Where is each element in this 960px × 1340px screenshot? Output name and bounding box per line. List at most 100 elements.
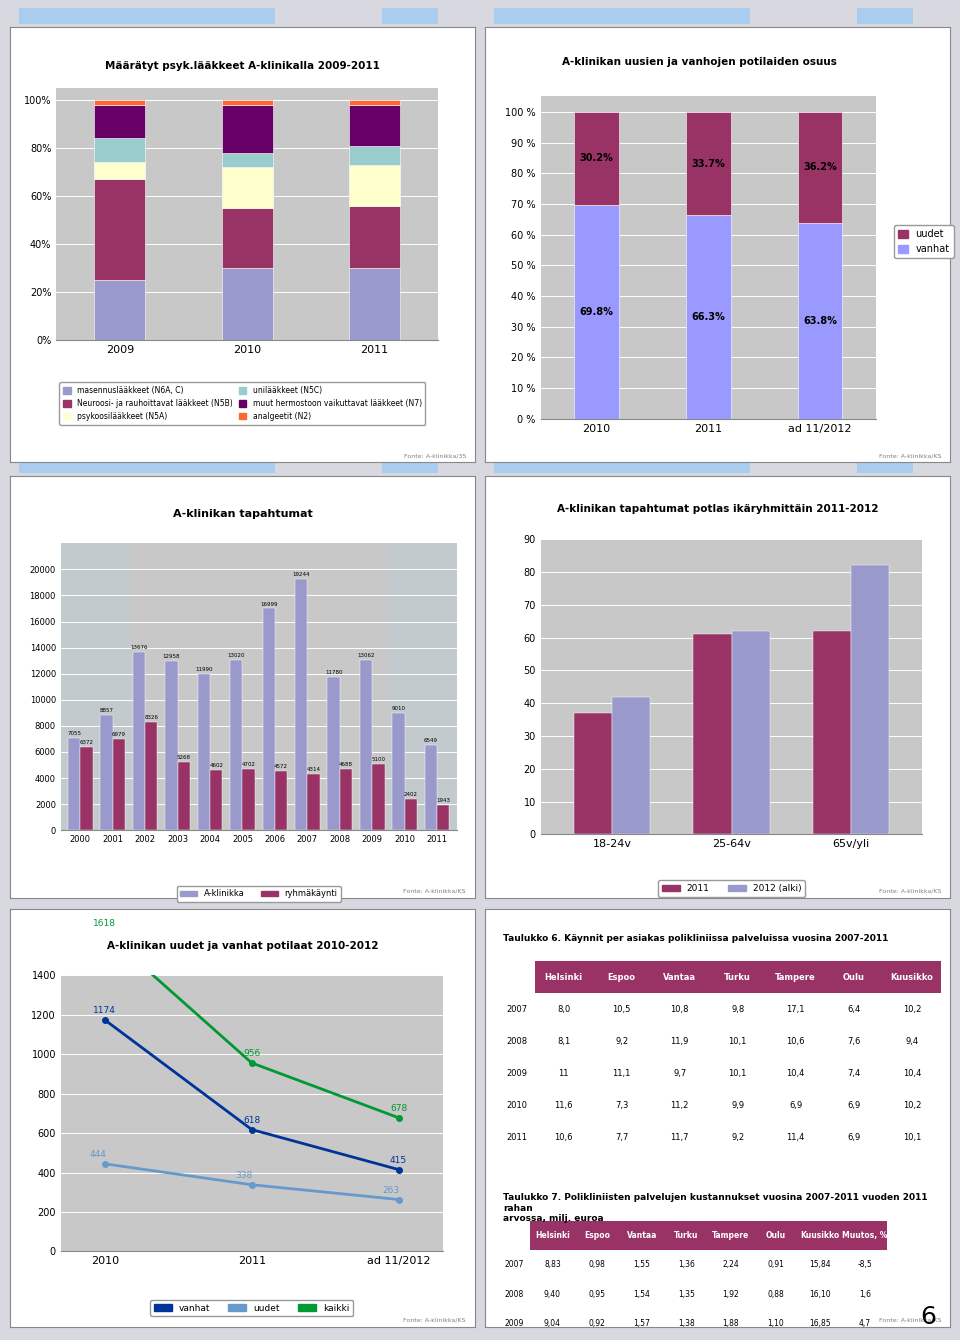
Text: 9,7: 9,7: [673, 1069, 686, 1077]
Text: 19244: 19244: [293, 572, 310, 578]
Bar: [165, 661, 178, 831]
Bar: [664, 1221, 708, 1250]
Bar: [222, 99, 273, 105]
Text: 1943: 1943: [436, 797, 450, 803]
Text: 0,92: 0,92: [588, 1319, 606, 1328]
Bar: [348, 99, 399, 105]
Text: 66.3%: 66.3%: [691, 312, 725, 322]
Text: 1,35: 1,35: [678, 1289, 695, 1298]
Text: 618: 618: [243, 1116, 260, 1124]
kaikki: [393, 1110, 404, 1126]
Text: 0,98: 0,98: [588, 1261, 606, 1269]
Text: 13020: 13020: [228, 654, 245, 658]
Text: Taulukko 6. Käynnit per asiakas polikliniissa palveluissa vuosina 2007-2011: Taulukko 6. Käynnit per asiakas poliklin…: [503, 934, 889, 942]
Text: 2009: 2009: [505, 1319, 524, 1328]
Bar: [178, 761, 190, 831]
Bar: [574, 111, 619, 205]
Text: Määrätyt psyk.lääkkeet A-klinikalla 2009-2011: Määrätyt psyk.lääkkeet A-klinikalla 2009…: [105, 62, 380, 71]
Text: 10,1: 10,1: [729, 1069, 747, 1077]
Text: Vantaa: Vantaa: [663, 973, 696, 982]
Bar: [348, 105, 399, 146]
Text: A-klinikan uusien ja vanhojen potilaiden osuus: A-klinikan uusien ja vanhojen potilaiden…: [562, 56, 836, 67]
Text: 8326: 8326: [144, 714, 158, 720]
Bar: [575, 1221, 619, 1250]
Bar: [393, 713, 405, 831]
Text: 338: 338: [236, 1171, 253, 1179]
Text: 2007: 2007: [505, 1261, 524, 1269]
Bar: [798, 1221, 843, 1250]
Text: 10,1: 10,1: [902, 1134, 921, 1142]
Bar: [651, 961, 708, 993]
kaikki: [246, 1055, 257, 1071]
Text: Turku: Turku: [724, 973, 751, 982]
Text: 2009: 2009: [506, 1069, 527, 1077]
Text: 0,88: 0,88: [767, 1289, 784, 1298]
Text: 5268: 5268: [177, 754, 191, 760]
Bar: [94, 105, 145, 138]
Bar: [327, 677, 340, 831]
Text: 415: 415: [390, 1155, 407, 1164]
Bar: [60, 543, 129, 831]
Bar: [530, 1221, 575, 1250]
Text: Fonte: A-klinikka/KS: Fonte: A-klinikka/KS: [403, 1317, 466, 1323]
Bar: [222, 208, 273, 268]
Bar: [243, 769, 254, 831]
Text: 6: 6: [920, 1305, 936, 1329]
Text: 2,24: 2,24: [723, 1261, 739, 1269]
Text: 4,7: 4,7: [859, 1319, 871, 1328]
Text: 6,9: 6,9: [789, 1101, 803, 1110]
Text: 9010: 9010: [392, 706, 405, 710]
Text: 4572: 4572: [274, 764, 288, 769]
Text: 2008: 2008: [505, 1289, 524, 1298]
Bar: [145, 722, 157, 831]
Text: 11,1: 11,1: [612, 1069, 631, 1077]
Text: Tampere: Tampere: [712, 1231, 750, 1240]
Text: 16,85: 16,85: [809, 1319, 831, 1328]
Text: 1,55: 1,55: [634, 1261, 650, 1269]
Bar: [424, 745, 437, 831]
Text: 956: 956: [243, 1049, 260, 1059]
Text: 5100: 5100: [372, 757, 385, 761]
Text: 678: 678: [390, 1104, 407, 1112]
Text: Muutos, %: Muutos, %: [842, 1231, 888, 1240]
Bar: [263, 608, 275, 831]
Text: 1,92: 1,92: [723, 1289, 739, 1298]
Text: 9,9: 9,9: [732, 1101, 744, 1110]
vanhat: [246, 1122, 257, 1138]
Text: 11,7: 11,7: [670, 1134, 689, 1142]
Text: 1,54: 1,54: [634, 1289, 650, 1298]
Text: 7,4: 7,4: [847, 1069, 860, 1077]
Text: 2008: 2008: [506, 1037, 527, 1045]
Bar: [592, 961, 651, 993]
Text: 4702: 4702: [242, 762, 255, 766]
Text: 17,1: 17,1: [786, 1005, 805, 1013]
Bar: [437, 805, 449, 831]
Text: 1,38: 1,38: [678, 1319, 695, 1328]
Text: 6549: 6549: [424, 738, 438, 742]
Text: 0,95: 0,95: [588, 1289, 606, 1298]
Text: 10,1: 10,1: [729, 1037, 747, 1045]
Text: 1,88: 1,88: [723, 1319, 739, 1328]
Bar: [210, 770, 223, 831]
kaikki: [99, 925, 110, 941]
Text: 8,0: 8,0: [557, 1005, 570, 1013]
Text: 15,84: 15,84: [809, 1261, 831, 1269]
Text: 10,2: 10,2: [902, 1005, 921, 1013]
Text: 11,9: 11,9: [670, 1037, 689, 1045]
Text: 4602: 4602: [209, 764, 224, 768]
uudet: [99, 1156, 110, 1172]
Text: 7055: 7055: [67, 732, 81, 736]
Text: 11: 11: [559, 1069, 569, 1077]
Bar: [222, 153, 273, 168]
Text: 11990: 11990: [195, 667, 212, 671]
Text: 2007: 2007: [506, 1005, 527, 1013]
Text: 13062: 13062: [357, 653, 374, 658]
Text: 7,7: 7,7: [615, 1134, 628, 1142]
Bar: [798, 222, 842, 418]
Text: Espoo: Espoo: [608, 973, 636, 982]
Bar: [94, 138, 145, 162]
vanhat: [99, 1012, 110, 1028]
Bar: [222, 268, 273, 340]
Legend: vanhat, uudet, kaikki: vanhat, uudet, kaikki: [150, 1300, 353, 1316]
Legend: A-klinikka, ryhmäkäynti: A-klinikka, ryhmäkäynti: [177, 886, 341, 902]
